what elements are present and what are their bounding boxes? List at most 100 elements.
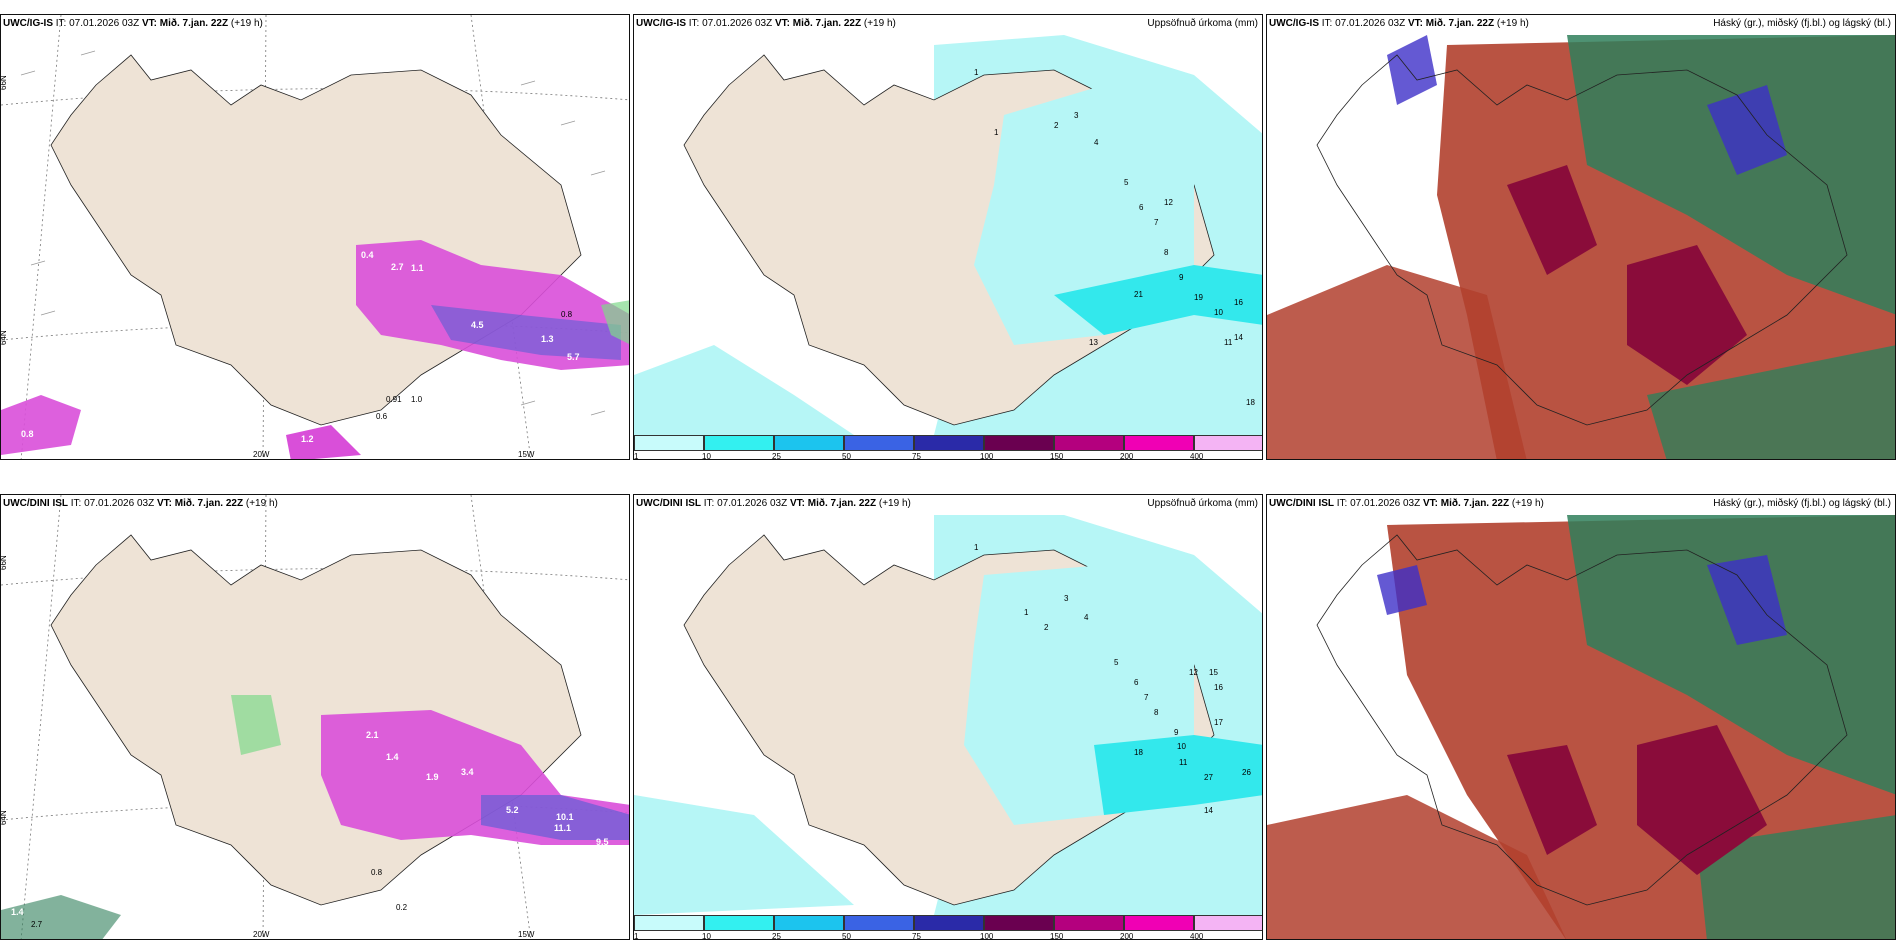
colorbar-tick: 50	[842, 452, 851, 460]
svg-text:66N: 66N	[1, 555, 8, 570]
svg-text:15: 15	[1209, 668, 1218, 677]
svg-text:13: 13	[1089, 338, 1098, 347]
svg-text:11.1: 11.1	[554, 823, 571, 833]
svg-text:20W: 20W	[253, 930, 270, 939]
colorbar-segment	[1194, 435, 1262, 451]
colorbar-tick: 1	[634, 932, 639, 940]
colorbar-segment	[634, 435, 704, 451]
svg-text:14: 14	[1234, 333, 1243, 342]
svg-text:6: 6	[1134, 678, 1139, 687]
precip-colorbar: 1 10 25 50 75 100 150 200 400	[634, 433, 1262, 460]
svg-text:64N: 64N	[1, 810, 8, 825]
precip-colorbar: 1 10 25 50 75 100 150 200 400	[634, 913, 1262, 940]
svg-text:5.2: 5.2	[506, 805, 519, 815]
svg-text:0.6: 0.6	[376, 412, 388, 421]
colorbar-tick: 10	[702, 452, 711, 460]
panel-title-right: Háský (gr.), miðský (fj.bl.) og lágský (…	[1713, 498, 1891, 509]
svg-text:18: 18	[1134, 748, 1143, 757]
colorbar-tick: 150	[1050, 932, 1064, 940]
svg-text:1.9: 1.9	[426, 772, 439, 782]
svg-text:1.4: 1.4	[11, 907, 24, 917]
svg-text:4: 4	[1084, 613, 1089, 622]
svg-text:2.1: 2.1	[366, 730, 379, 740]
colorbar-segment	[1054, 915, 1124, 931]
panel-title-right: Uppsöfnuð úrkoma (mm)	[1147, 498, 1258, 509]
colorbar-tick: 400	[1190, 932, 1204, 940]
cloud-map	[1267, 15, 1895, 459]
colorbar-tick: 75	[912, 452, 921, 460]
colorbar-segment	[914, 915, 984, 931]
colorbar-segment	[1194, 915, 1262, 931]
svg-text:8: 8	[1164, 248, 1169, 257]
svg-text:64N: 64N	[1, 330, 8, 345]
cloud-map	[1267, 495, 1895, 939]
colorbar-segment	[1054, 435, 1124, 451]
panel-header: UWC/IG-IS IT: 07.01.2026 03Z VT: Mið. 7.…	[3, 18, 263, 29]
svg-text:0.8: 0.8	[371, 868, 383, 877]
svg-text:0.91: 0.91	[386, 395, 402, 404]
svg-text:9.5: 9.5	[596, 837, 609, 847]
colorbar-tick: 400	[1190, 452, 1204, 460]
panel-header: UWC/IG-IS IT: 07.01.2026 03Z VT: Mið. 7.…	[1269, 18, 1529, 29]
colorbar-tick: 150	[1050, 452, 1064, 460]
wind-snow-map: 2.1 1.4 1.9 3.4 5.2 10.1 11.1 9.5 0.8 0.2 1.4 2.…	[1, 495, 629, 939]
svg-text:11: 11	[1224, 338, 1233, 347]
svg-text:1.3: 1.3	[541, 334, 554, 344]
svg-text:0.4: 0.4	[361, 250, 374, 260]
svg-text:1: 1	[1024, 608, 1029, 617]
svg-text:3: 3	[1074, 111, 1079, 120]
svg-text:5.7: 5.7	[567, 352, 580, 362]
svg-text:14: 14	[1204, 806, 1213, 815]
svg-text:12: 12	[1189, 668, 1198, 677]
svg-text:1: 1	[994, 128, 999, 137]
svg-text:1.2: 1.2	[301, 434, 314, 444]
colorbar-segment	[844, 915, 914, 931]
svg-text:2: 2	[1054, 121, 1059, 130]
svg-text:5: 5	[1114, 658, 1119, 667]
svg-text:1.0: 1.0	[411, 395, 423, 404]
svg-text:3.4: 3.4	[461, 767, 474, 777]
svg-text:20W: 20W	[253, 450, 270, 459]
svg-text:27: 27	[1204, 773, 1213, 782]
colorbar-segment	[914, 435, 984, 451]
colorbar-segment	[1124, 915, 1194, 931]
svg-text:18: 18	[1246, 398, 1255, 407]
svg-text:17: 17	[1214, 718, 1223, 727]
svg-text:1.4: 1.4	[386, 752, 399, 762]
svg-text:2.7: 2.7	[31, 920, 43, 929]
svg-text:15W: 15W	[518, 450, 535, 459]
wind-snow-map: 0.4 2.7 1.1 4.5 5.7 1.3 0.8 0.91 1.0 0.6 1.2 0.8…	[1, 15, 629, 459]
panel-header: UWC/DINI ISL IT: 07.01.2026 03Z VT: Mið.…	[636, 498, 911, 509]
colorbar-segment	[704, 435, 774, 451]
svg-text:3: 3	[1064, 594, 1069, 603]
svg-text:4: 4	[1094, 138, 1099, 147]
svg-text:10: 10	[1214, 308, 1223, 317]
svg-text:5: 5	[1124, 178, 1129, 187]
panel-header: UWC/DINI ISL IT: 07.01.2026 03Z VT: Mið.…	[3, 498, 278, 509]
colorbar-segment	[774, 915, 844, 931]
panel-header: UWC/DINI ISL IT: 07.01.2026 03Z VT: Mið.…	[1269, 498, 1544, 509]
svg-text:16: 16	[1234, 298, 1243, 307]
panel-wind-snow-dini: UWC/DINI ISL IT: 07.01.2026 03Z VT: Mið.…	[0, 494, 630, 940]
colorbar-tick: 10	[702, 932, 711, 940]
panel-wind-snow-igis: UWC/IG-IS IT: 07.01.2026 03Z VT: Mið. 7.…	[0, 14, 630, 460]
colorbar-tick: 200	[1120, 932, 1134, 940]
svg-text:7: 7	[1144, 693, 1149, 702]
panel-title-right: Uppsöfnuð úrkoma (mm)	[1147, 18, 1258, 29]
svg-text:9: 9	[1174, 728, 1179, 737]
colorbar-segment	[774, 435, 844, 451]
colorbar-segment	[1124, 435, 1194, 451]
svg-text:12: 12	[1164, 198, 1173, 207]
panel-precip-igis: UWC/IG-IS IT: 07.01.2026 03Z VT: Mið. 7.…	[633, 14, 1263, 460]
panel-header: UWC/IG-IS IT: 07.01.2026 03Z VT: Mið. 7.…	[636, 18, 896, 29]
colorbar-segment	[704, 915, 774, 931]
colorbar-segment	[844, 435, 914, 451]
svg-text:0.2: 0.2	[396, 903, 408, 912]
svg-text:1: 1	[974, 68, 979, 77]
svg-text:19: 19	[1194, 293, 1203, 302]
colorbar-tick: 25	[772, 932, 781, 940]
svg-text:1.1: 1.1	[411, 263, 424, 273]
svg-text:9: 9	[1179, 273, 1184, 282]
